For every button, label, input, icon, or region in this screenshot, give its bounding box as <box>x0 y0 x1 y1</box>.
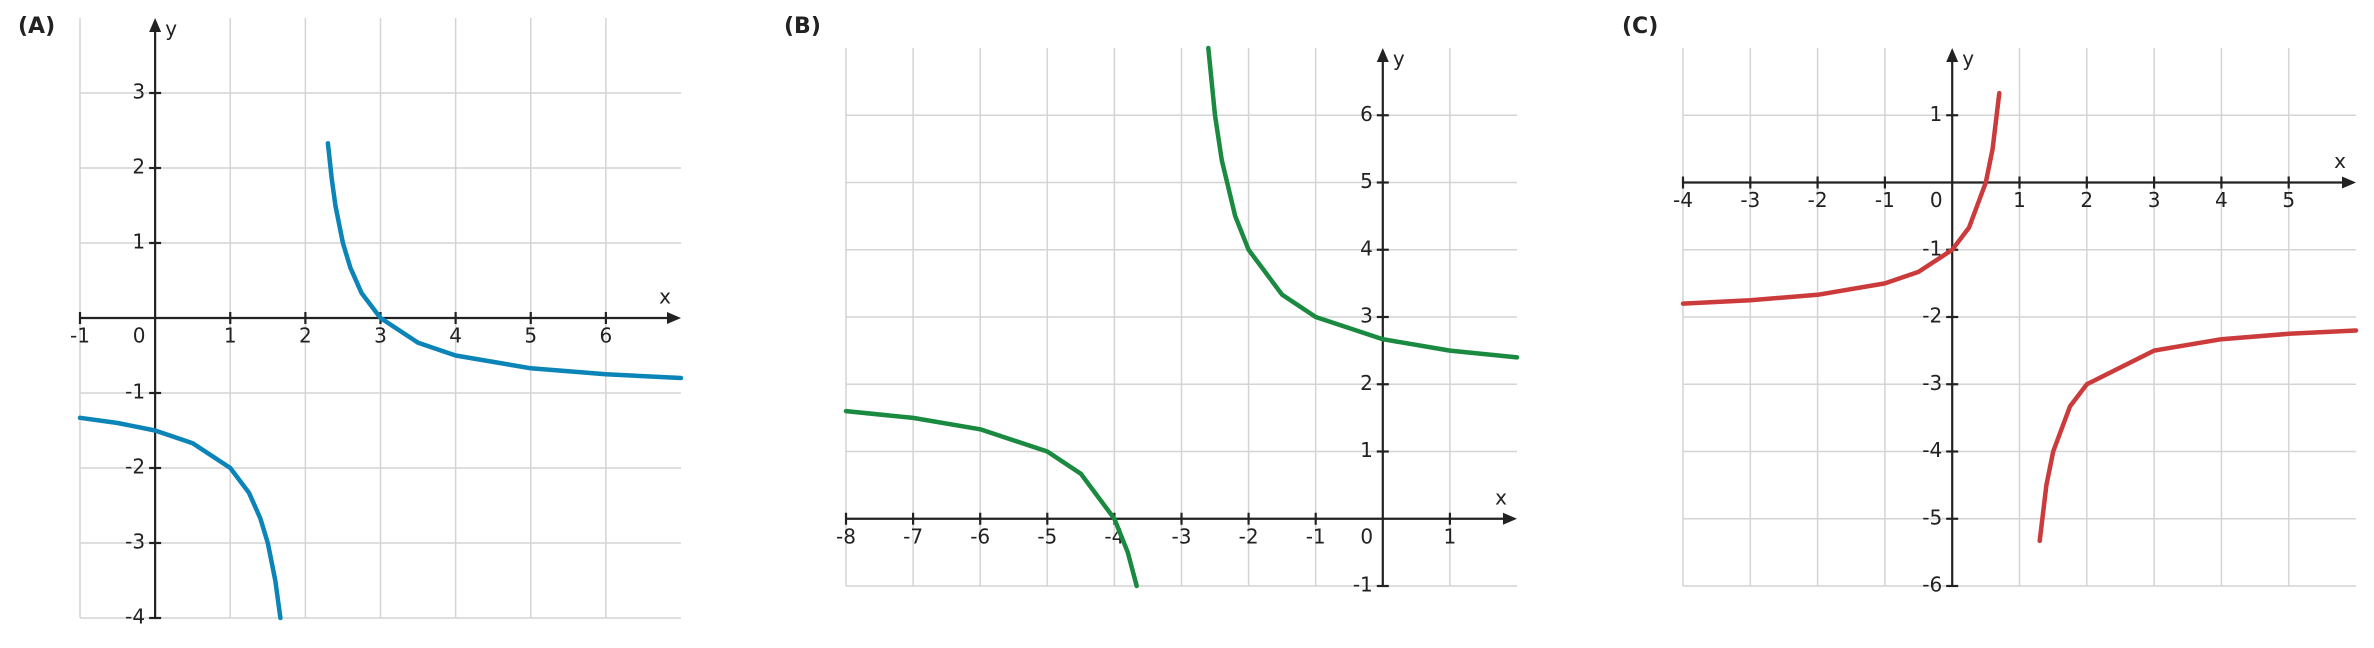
y-tick-label: 1 <box>132 230 145 254</box>
y-tick-label: -1 <box>125 380 145 404</box>
x-tick-label: 0 <box>1930 188 1943 212</box>
y-axis-label: y <box>1962 47 1974 71</box>
y-arrow <box>149 18 162 32</box>
curve <box>1680 90 2359 544</box>
x-tick-label: -5 <box>1037 524 1057 548</box>
y-tick-label: -3 <box>1922 371 1942 395</box>
y-tick-label: 2 <box>1360 371 1373 395</box>
x-tick-label: -7 <box>903 524 923 548</box>
y-tick-label: 3 <box>132 80 145 104</box>
x-axis-label: x <box>659 285 671 309</box>
y-arrow <box>1946 48 1959 62</box>
x-axis-label: x <box>1495 485 1507 509</box>
curve <box>843 45 1520 589</box>
y-axis-label: y <box>165 17 177 41</box>
y-tick-label: 3 <box>1360 304 1373 328</box>
panel-label: (B) <box>784 14 821 39</box>
y-tick-label: 1 <box>1360 438 1373 462</box>
x-arrow <box>1503 512 1517 525</box>
panel: (A) x y -1 0 1 2 3 4 5 6 -4 -3 -2 -1 1 2 3 <box>18 14 684 629</box>
x-tick-label: -1 <box>1875 188 1895 212</box>
x-tick-label: 3 <box>2148 188 2161 212</box>
y-tick-label: 6 <box>1360 102 1373 126</box>
curve <box>77 141 684 621</box>
y-tick-label: -1 <box>1922 236 1942 260</box>
x-tick-label: -3 <box>1740 188 1760 212</box>
x-tick-label: 2 <box>2080 188 2093 212</box>
x-tick-label: 1 <box>1444 524 1457 548</box>
x-tick-label: -2 <box>1239 524 1259 548</box>
y-tick-label: -4 <box>1922 438 1942 462</box>
x-tick-label: 0 <box>1360 524 1373 548</box>
x-tick-label: 5 <box>2282 188 2295 212</box>
x-tick-label: 1 <box>2013 188 2026 212</box>
y-tick-label: -2 <box>1922 304 1942 328</box>
x-arrow <box>667 312 681 324</box>
x-tick-label: 6 <box>600 324 613 348</box>
x-tick-label: -8 <box>836 524 856 548</box>
y-tick-label: 2 <box>132 155 145 179</box>
y-axis-label: y <box>1393 47 1405 71</box>
x-tick-label: 0 <box>133 324 146 348</box>
x-tick-label: 2 <box>299 324 312 348</box>
x-tick-label: -4 <box>1673 188 1693 212</box>
y-tick-label: 4 <box>1360 236 1373 260</box>
y-tick-label: -2 <box>125 455 145 479</box>
y-tick-label: 5 <box>1360 169 1373 193</box>
x-axis-label: x <box>2334 149 2346 173</box>
y-tick-label: -1 <box>1353 573 1373 597</box>
y-tick-label: -4 <box>125 605 145 629</box>
panel-label: (A) <box>18 14 55 39</box>
x-tick-label: 1 <box>224 324 237 348</box>
x-tick-label: -2 <box>1808 188 1828 212</box>
x-tick-label: 4 <box>2215 188 2228 212</box>
y-tick-label: 1 <box>1929 102 1942 126</box>
x-arrow <box>2342 176 2356 189</box>
x-tick-label: -1 <box>70 324 90 348</box>
y-tick-label: -5 <box>1922 505 1942 529</box>
x-tick-label: 4 <box>449 324 462 348</box>
x-tick-label: -6 <box>970 524 990 548</box>
panel: (C) x y -4 -3 -2 -1 0 1 2 3 4 5 -6 -5 -4 -3 -2 -1 1 <box>1622 14 2359 597</box>
x-tick-label: 5 <box>524 324 537 348</box>
x-tick-label: -1 <box>1306 524 1326 548</box>
y-tick-label: -6 <box>1922 573 1942 597</box>
x-tick-label: 3 <box>374 324 387 348</box>
y-tick-label: -3 <box>125 530 145 554</box>
panel-label: (C) <box>1622 14 1658 39</box>
x-tick-label: -3 <box>1172 524 1192 548</box>
y-arrow <box>1376 48 1389 62</box>
